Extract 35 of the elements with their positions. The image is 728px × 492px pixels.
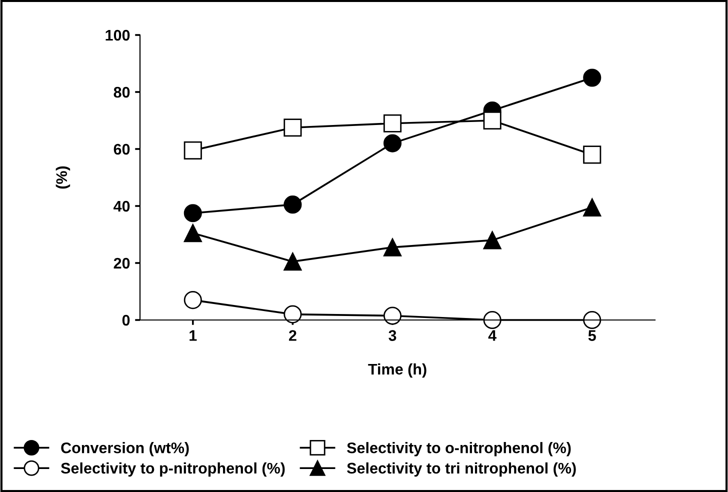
point	[184, 291, 202, 310]
point	[284, 305, 302, 324]
y-tick-label: 100	[106, 30, 130, 41]
point	[483, 231, 502, 250]
x-tick-label: 5	[588, 330, 596, 341]
x-tick-label: 3	[388, 330, 396, 341]
y-tick-label: 0	[122, 314, 130, 326]
legend-label: Selectivity to p-nitrophenol (%)	[60, 462, 285, 477]
point	[383, 238, 402, 256]
point	[383, 114, 402, 132]
x-tick-label: 2	[288, 330, 296, 341]
point	[284, 196, 302, 214]
point	[184, 141, 202, 160]
point	[284, 118, 302, 137]
point	[583, 198, 602, 216]
y-tick-label: 40	[114, 200, 130, 212]
point	[184, 204, 202, 222]
point	[184, 224, 202, 242]
point	[284, 252, 302, 271]
x-tick-label: 4	[488, 330, 496, 341]
legend-label: Selectivity to tri nitrophenol (%)	[346, 462, 576, 477]
y-tick-label: 60	[114, 144, 130, 155]
x-axis-title: Time (h)	[368, 363, 426, 378]
point	[583, 146, 602, 164]
point	[583, 68, 602, 87]
point	[383, 306, 402, 325]
point	[383, 134, 402, 152]
y-tick-label: 80	[114, 86, 130, 98]
legend-label: Conversion (wt%)	[61, 442, 189, 456]
x-tick-label: 1	[190, 330, 197, 341]
point	[483, 310, 502, 330]
y-tick-label: 20	[114, 258, 130, 269]
point	[483, 111, 502, 130]
y-axis-title: (%)	[56, 166, 70, 189]
legend-label: Selectivity to o-nitrophenol (%)	[346, 442, 571, 456]
